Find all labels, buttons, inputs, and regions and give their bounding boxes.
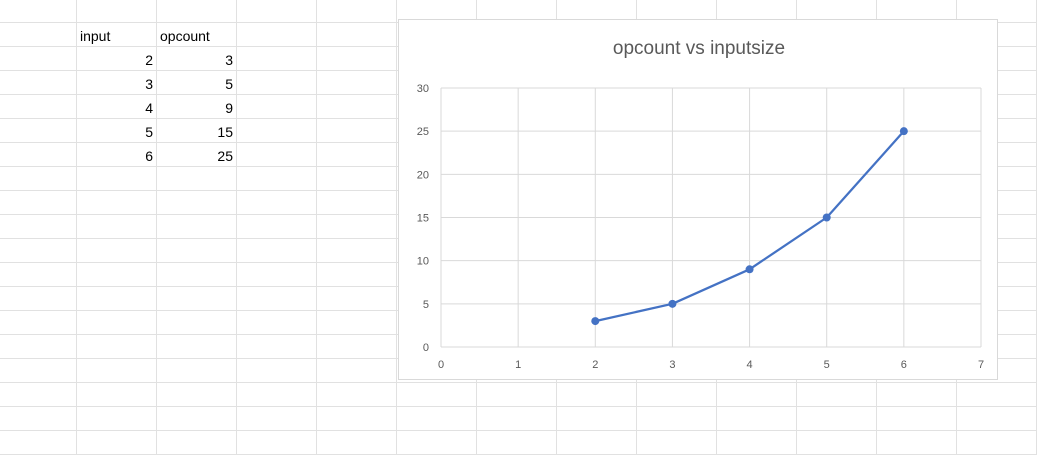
y-tick-label: 0 <box>423 342 429 354</box>
y-tick-label: 5 <box>423 299 429 311</box>
cell-input[interactable]: 2 <box>145 52 153 68</box>
x-tick-label: 3 <box>669 359 675 371</box>
cell-opcount[interactable]: 9 <box>225 100 233 116</box>
cell-opcount[interactable]: 5 <box>225 76 233 92</box>
data-point[interactable] <box>745 265 754 274</box>
data-point[interactable] <box>899 127 908 136</box>
y-tick-label: 10 <box>417 256 429 268</box>
x-tick-label: 0 <box>438 359 444 371</box>
y-tick-label: 25 <box>417 126 429 138</box>
y-tick-label: 30 <box>417 83 429 95</box>
data-point[interactable] <box>591 317 600 326</box>
data-point[interactable] <box>668 299 677 308</box>
header-input[interactable]: input <box>80 28 111 44</box>
scatter-chart: opcount vs inputsize 0 5 10 15 20 25 30 0 1 2 3 4 5 6… <box>417 38 984 371</box>
cell-opcount[interactable]: 3 <box>225 52 233 68</box>
cell-opcount[interactable]: 15 <box>217 124 233 140</box>
cell-input[interactable]: 5 <box>145 124 153 140</box>
x-tick-label: 5 <box>824 359 830 371</box>
data-point[interactable] <box>822 213 831 222</box>
x-tick-label: 4 <box>747 359 753 371</box>
cell-input[interactable]: 3 <box>145 76 153 92</box>
chart-container[interactable]: opcount vs inputsize 0 5 10 15 20 25 30 0 1 2 3 4 5 6… <box>398 19 998 380</box>
cell-opcount[interactable]: 25 <box>217 148 233 164</box>
x-tick-label: 7 <box>978 359 984 371</box>
plot-area: 0 5 10 15 20 25 30 0 1 2 3 4 5 6 7 <box>417 83 984 371</box>
cell-input[interactable]: 6 <box>145 148 153 164</box>
cell-input[interactable]: 4 <box>145 100 153 116</box>
y-tick-label: 20 <box>417 169 429 181</box>
x-tick-label: 1 <box>515 359 521 371</box>
header-opcount[interactable]: opcount <box>160 28 210 44</box>
x-tick-label: 2 <box>592 359 598 371</box>
chart-title: opcount vs inputsize <box>613 38 785 59</box>
x-tick-label: 6 <box>901 359 907 371</box>
y-tick-label: 15 <box>417 213 429 225</box>
